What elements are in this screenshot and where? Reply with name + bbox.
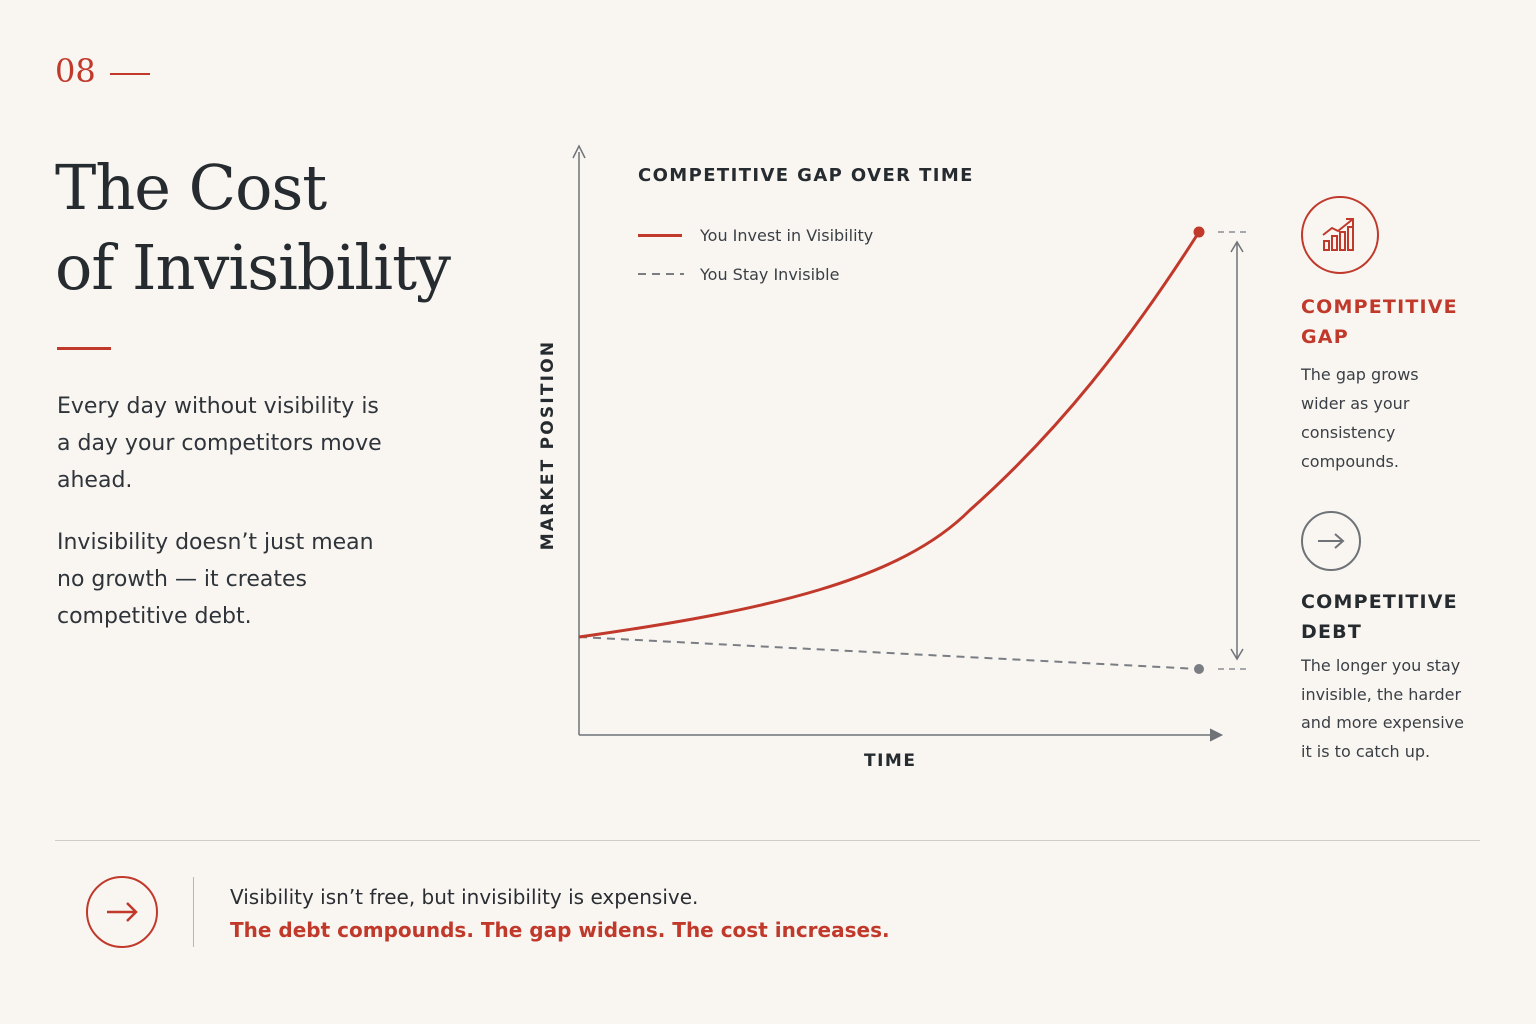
slide-number: 08 [55,52,96,90]
arrow-right-icon [86,876,158,948]
competitive-debt-heading-line1: COMPETITIVE [1301,591,1458,613]
footer-divider [55,840,1480,841]
y-axis-label: MARKET POSITION [538,339,558,551]
competitive-debt-heading: COMPETITIVE DEBT [1301,587,1501,647]
intro-paragraph-2: Invisibility doesn’t just mean no growth… [57,530,374,629]
footer-statement: Visibility isn’t free, but invisibility … [230,885,699,909]
arrow-right-icon [1301,511,1361,571]
gap-arrow-top [1230,240,1244,253]
competitive-debt-description: The longer you stay invisible, the harde… [1301,652,1486,766]
competitive-gap-diagram [572,144,1250,742]
competitive-debt-heading-line2: DEBT [1301,621,1362,643]
invest-visibility-curve [578,231,1201,639]
title-accent-rule [57,347,111,350]
growth-chart-icon [1301,196,1379,274]
footer-separator [193,877,194,947]
gap-desc-line: consistency [1301,423,1396,442]
competitive-gap-heading: COMPETITIVE GAP [1301,292,1501,352]
invest-visibility-endpoint [1193,226,1205,238]
intro-paragraph-1: Every day without visibility is a day yo… [57,394,382,493]
debt-desc-line: invisible, the harder [1301,684,1462,704]
x-axis-arrowhead [1209,728,1224,742]
page-title: The Cost of Invisibility [55,148,451,308]
gap-desc-line: wider as your [1301,394,1410,413]
competitive-gap-heading-line2: GAP [1301,326,1349,348]
competitive-gap-heading-line1: COMPETITIVE [1301,296,1458,318]
gap-desc-line: compounds. [1301,452,1399,471]
footer-emphasis: The debt compounds. The gap widens. The … [230,918,890,942]
stay-invisible-endpoint [1194,664,1204,674]
debt-desc-line: it is to catch up. [1301,741,1431,761]
legend-swatch-invest [638,234,682,237]
page-title-line2: of Invisibility [55,231,451,304]
gap-arrow-bottom [1230,648,1244,661]
gap-desc-line: The gap grows [1301,365,1419,384]
legend-label-invest: You Invest in Visibility [700,226,874,245]
slide-number-dash [110,73,150,75]
page-title-line1: The Cost [55,151,327,224]
y-axis-arrowhead [572,144,586,159]
x-axis-label: TIME [864,751,917,771]
legend-swatch-invisible [638,273,684,275]
debt-desc-line: and more expensive [1301,713,1464,732]
chart-title: COMPETITIVE GAP OVER TIME [638,165,974,186]
debt-desc-line: The longer you stay [1301,656,1461,675]
stay-invisible-line [578,636,1200,670]
legend-label-invisible: You Stay Invisible [700,265,840,284]
competitive-gap-description: The gap grows wider as your consistency … [1301,360,1486,476]
